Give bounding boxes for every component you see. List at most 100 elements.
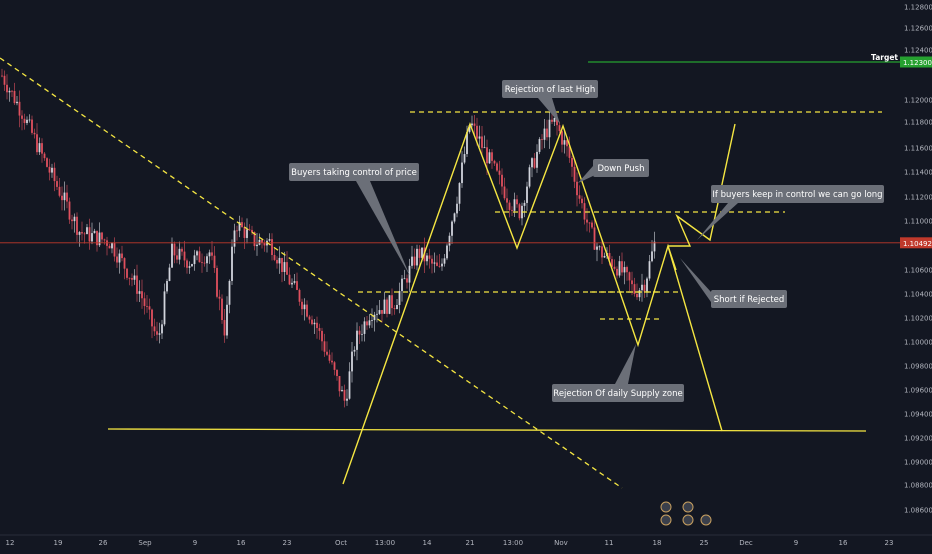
annotation-pointer bbox=[680, 258, 711, 302]
candle-body bbox=[483, 147, 486, 149]
candle-body bbox=[131, 278, 133, 280]
candle-body bbox=[113, 243, 116, 257]
logo-dot bbox=[660, 514, 672, 526]
annotation-pointer bbox=[697, 203, 738, 240]
candle-body bbox=[643, 284, 646, 292]
candle-body bbox=[416, 248, 418, 266]
candle-body bbox=[78, 232, 81, 235]
candle-body bbox=[473, 123, 476, 126]
candle-body bbox=[108, 245, 111, 249]
support-line bbox=[107, 428, 867, 432]
annotations-layer: Rejection of last High Buyers taking cont… bbox=[289, 80, 884, 402]
annotation-callout: Short if Rejected bbox=[680, 258, 787, 308]
candle-body bbox=[251, 229, 253, 233]
target-price-badge bbox=[900, 56, 932, 68]
candle-body bbox=[53, 167, 56, 182]
candle-body bbox=[516, 199, 518, 205]
candle-body bbox=[628, 272, 631, 281]
candle-body bbox=[276, 259, 278, 264]
candle-body bbox=[138, 291, 141, 294]
target-label: Target bbox=[871, 53, 898, 62]
candle-body bbox=[566, 140, 568, 147]
candle-body bbox=[486, 147, 488, 164]
candle-body bbox=[278, 257, 281, 264]
candle-body bbox=[446, 245, 448, 259]
x-tick-label: 18 bbox=[653, 539, 662, 547]
annotation-text: Short if Rejected bbox=[714, 295, 785, 305]
candle-body bbox=[488, 152, 491, 164]
y-tick-label: 1.09200 bbox=[904, 435, 932, 443]
candle-body bbox=[181, 248, 183, 252]
candle-body bbox=[316, 322, 318, 329]
candle-body bbox=[178, 248, 181, 260]
y-tick-label: 1.12600 bbox=[904, 25, 932, 33]
candle-body bbox=[76, 216, 78, 235]
candle-body bbox=[1, 75, 3, 77]
candle-body bbox=[348, 371, 351, 399]
candle-body bbox=[531, 158, 533, 168]
candle-body bbox=[88, 227, 91, 242]
logo-dot bbox=[682, 514, 694, 526]
candle-body bbox=[638, 290, 641, 298]
candle-body bbox=[13, 90, 16, 104]
candle-body bbox=[161, 324, 163, 334]
candle-body bbox=[326, 351, 328, 355]
candle-body bbox=[338, 376, 341, 392]
candle-body bbox=[376, 313, 378, 315]
logo-dot bbox=[700, 514, 712, 526]
annotation-pointer bbox=[578, 166, 593, 183]
annotation-text: Down Push bbox=[598, 164, 645, 174]
candle-body bbox=[468, 125, 471, 133]
candle-body bbox=[168, 267, 171, 281]
candle-body bbox=[11, 90, 13, 92]
annotation-callout: Buyers taking control of price bbox=[289, 163, 419, 276]
candle-body bbox=[496, 163, 498, 171]
y-tick-label: 1.09600 bbox=[904, 387, 932, 395]
candle-body bbox=[588, 222, 591, 224]
candle-body bbox=[578, 195, 581, 199]
candle-body bbox=[31, 119, 33, 133]
candle-body bbox=[236, 230, 238, 232]
bearish-projection-start bbox=[667, 245, 677, 271]
x-tick-label: 16 bbox=[839, 539, 848, 547]
candle-body bbox=[63, 192, 66, 201]
candle-body bbox=[526, 186, 528, 203]
x-tick-label: 21 bbox=[466, 539, 475, 547]
candle-body bbox=[186, 260, 188, 268]
y-tick-label: 1.11200 bbox=[904, 194, 932, 202]
candle-body bbox=[343, 389, 346, 401]
candle-body bbox=[613, 266, 616, 269]
candle-body bbox=[158, 333, 161, 335]
candle-body bbox=[271, 239, 273, 255]
annotation-text: If buyers keep in control we can go long bbox=[712, 190, 882, 200]
y-tick-label: 1.10600 bbox=[904, 267, 932, 275]
candle-body bbox=[406, 278, 408, 283]
candle-body bbox=[313, 322, 316, 325]
candle-body bbox=[268, 239, 271, 241]
candle-body bbox=[81, 232, 83, 234]
candle-body bbox=[401, 278, 403, 292]
candle-body bbox=[46, 158, 48, 167]
candle-body bbox=[91, 233, 93, 242]
y-tick-label: 1.10200 bbox=[904, 315, 932, 323]
candle-body bbox=[476, 125, 478, 139]
price-badges-layer: Target 1.12300 1.10492 bbox=[871, 53, 932, 249]
candle-body bbox=[463, 154, 466, 163]
candle-body bbox=[501, 174, 503, 187]
candle-body bbox=[301, 301, 303, 310]
candle-body bbox=[233, 230, 236, 247]
y-tick-label: 1.10000 bbox=[904, 339, 932, 347]
candle-body bbox=[386, 299, 388, 314]
candle-body bbox=[151, 309, 153, 327]
candle-body bbox=[573, 166, 576, 182]
candle-body bbox=[221, 298, 223, 321]
candle-body bbox=[511, 209, 513, 211]
candle-body bbox=[346, 398, 348, 401]
candle-body bbox=[556, 117, 558, 126]
candle-body bbox=[651, 251, 653, 262]
y-tick-label: 1.10400 bbox=[904, 291, 932, 299]
candle-body bbox=[58, 186, 61, 196]
